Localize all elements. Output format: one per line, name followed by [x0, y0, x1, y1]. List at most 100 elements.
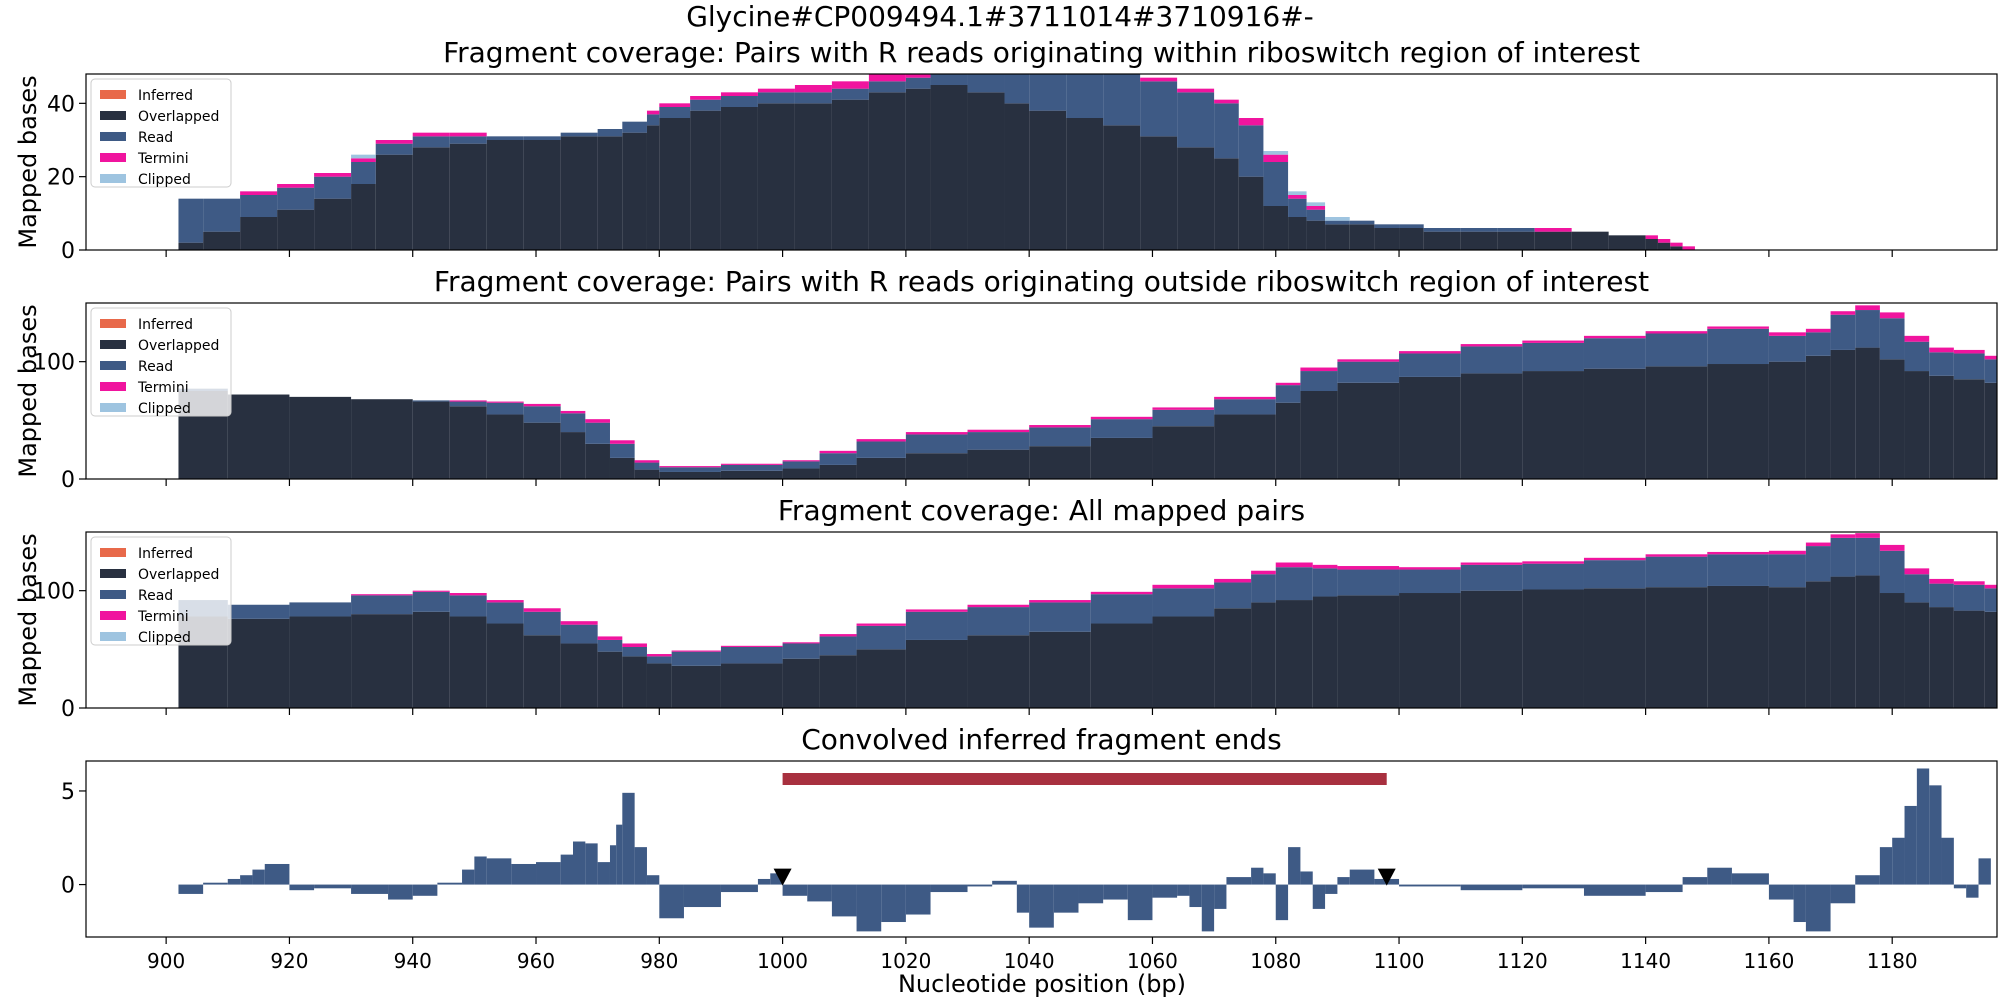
convolved-bar	[1127, 884, 1153, 921]
convolved-bar	[585, 843, 598, 885]
coverage-bar-termini	[449, 400, 487, 402]
convolved-bar	[1078, 884, 1104, 904]
coverage-bar-termini	[523, 403, 561, 407]
coverage-bar-termini	[1953, 349, 1985, 354]
coverage-bar-termini	[1152, 584, 1215, 589]
coverage-bar-termini	[1953, 581, 1985, 585]
coverage-bar-termini	[1855, 305, 1880, 311]
coverage-bar-overlapped	[1103, 125, 1141, 250]
coverage-bar-overlapped	[1029, 446, 1091, 479]
legend-label: Clipped	[138, 630, 191, 646]
coverage-bar-overlapped	[1583, 588, 1646, 708]
legend-swatch	[100, 340, 126, 349]
coverage-bar-overlapped	[634, 469, 660, 479]
coverage-bar-termini	[671, 650, 721, 652]
y-tick-label: 5	[61, 780, 75, 805]
coverage-bar-read	[289, 602, 352, 617]
convolved-bar	[967, 884, 993, 887]
convolved-bar	[1300, 871, 1313, 885]
legend-label: Clipped	[138, 401, 191, 417]
coverage-bar-read	[609, 443, 635, 458]
legend-label: Read	[138, 588, 173, 604]
convolved-bar	[1966, 884, 1979, 898]
coverage-bar-overlapped	[412, 401, 450, 479]
coverage-bar-read	[1805, 332, 1831, 356]
coverage-bar-termini	[819, 450, 857, 454]
coverage-bar-read	[1855, 310, 1880, 348]
coverage-bar-read	[1337, 361, 1400, 383]
coverage-bar-termini	[486, 401, 524, 403]
coverage-bar-read	[178, 198, 204, 243]
coverage-bar-overlapped	[671, 665, 721, 708]
coverage-bar-read	[585, 422, 610, 444]
coverage-bar-termini	[1152, 407, 1215, 410]
coverage-bar-overlapped	[1707, 585, 1769, 708]
coverage-bar-overlapped	[868, 92, 906, 250]
legend-swatch	[100, 382, 126, 391]
legend-swatch	[100, 153, 126, 162]
coverage-bar-read	[690, 99, 721, 111]
coverage-bar-read	[1103, 74, 1141, 126]
coverage-bar-overlapped	[905, 453, 968, 479]
x-tick-label: 920	[270, 949, 308, 973]
coverage-bar-overlapped	[1805, 355, 1831, 479]
region-of-interest-bar	[782, 773, 1387, 785]
coverage-bar-termini	[1805, 328, 1831, 333]
coverage-bar-termini	[720, 645, 783, 647]
coverage-bar-overlapped	[690, 110, 721, 250]
coverage-bar-termini	[412, 132, 450, 137]
coverage-bar-read	[1984, 359, 1997, 383]
coverage-bar-read	[1460, 228, 1498, 232]
boundary-marker	[773, 868, 792, 886]
coverage-bar-read	[930, 74, 968, 85]
coverage-bar-read	[1349, 220, 1375, 225]
convolved-bar	[992, 880, 1017, 885]
x-tick-label: 900	[147, 949, 185, 973]
y-tick-label: 0	[61, 874, 75, 899]
chart-panels: Fragment coverage: Pairs with R reads or…	[14, 36, 1998, 973]
coverage-bar-overlapped	[1534, 231, 1572, 250]
convolved-bar	[1337, 877, 1350, 885]
coverage-bar-overlapped	[1306, 220, 1326, 250]
coverage-bar-overlapped	[1399, 376, 1461, 479]
legend-label: Inferred	[138, 317, 193, 333]
coverage-bar-read	[1029, 427, 1091, 447]
coverage-bar-overlapped	[646, 663, 672, 708]
coverage-bar-overlapped	[412, 611, 450, 708]
coverage-bar-overlapped	[1855, 575, 1880, 708]
coverage-bar-termini	[1768, 550, 1806, 555]
coverage-bar-overlapped	[1805, 581, 1831, 708]
coverage-bar-termini	[560, 410, 586, 414]
coverage-bar-termini	[1904, 335, 1930, 342]
coverage-bar-termini	[819, 634, 857, 637]
coverage-bar-termini	[1214, 99, 1239, 104]
coverage-bar-read	[240, 195, 278, 217]
convolved-bar	[1731, 873, 1769, 885]
convolved-bar	[770, 873, 783, 885]
coverage-bar-overlapped	[1029, 110, 1067, 250]
convolved-bar	[1929, 785, 1942, 885]
coverage-bar-read	[1904, 341, 1930, 372]
coverage-bar-termini	[720, 463, 783, 465]
coverage-bar-termini	[1275, 382, 1301, 386]
coverage-bar-overlapped	[1855, 347, 1880, 479]
coverage-bar-termini	[1337, 566, 1400, 570]
coverage-bar-read	[1929, 352, 1954, 376]
coverage-bar-termini	[1645, 554, 1708, 557]
coverage-bar-overlapped	[1497, 231, 1535, 250]
coverage-bar-overlapped	[1645, 587, 1708, 708]
legend-swatch	[100, 403, 126, 412]
convolved-bar	[560, 854, 573, 885]
panel-title: Fragment coverage: All mapped pairs	[778, 494, 1305, 527]
coverage-bar-clipped	[1288, 191, 1307, 195]
coverage-bar-overlapped	[1275, 600, 1313, 708]
coverage-bar-overlapped	[560, 432, 586, 479]
coverage-bar-termini	[351, 158, 376, 162]
convolved-bar	[659, 884, 684, 919]
coverage-bar-overlapped	[1830, 576, 1856, 708]
coverage-bar-overlapped	[720, 107, 758, 250]
coverage-bar-read	[1929, 583, 1954, 608]
coverage-bar-termini	[856, 623, 906, 626]
coverage-bar-read	[1399, 353, 1461, 377]
coverage-bar-read	[1152, 588, 1215, 617]
